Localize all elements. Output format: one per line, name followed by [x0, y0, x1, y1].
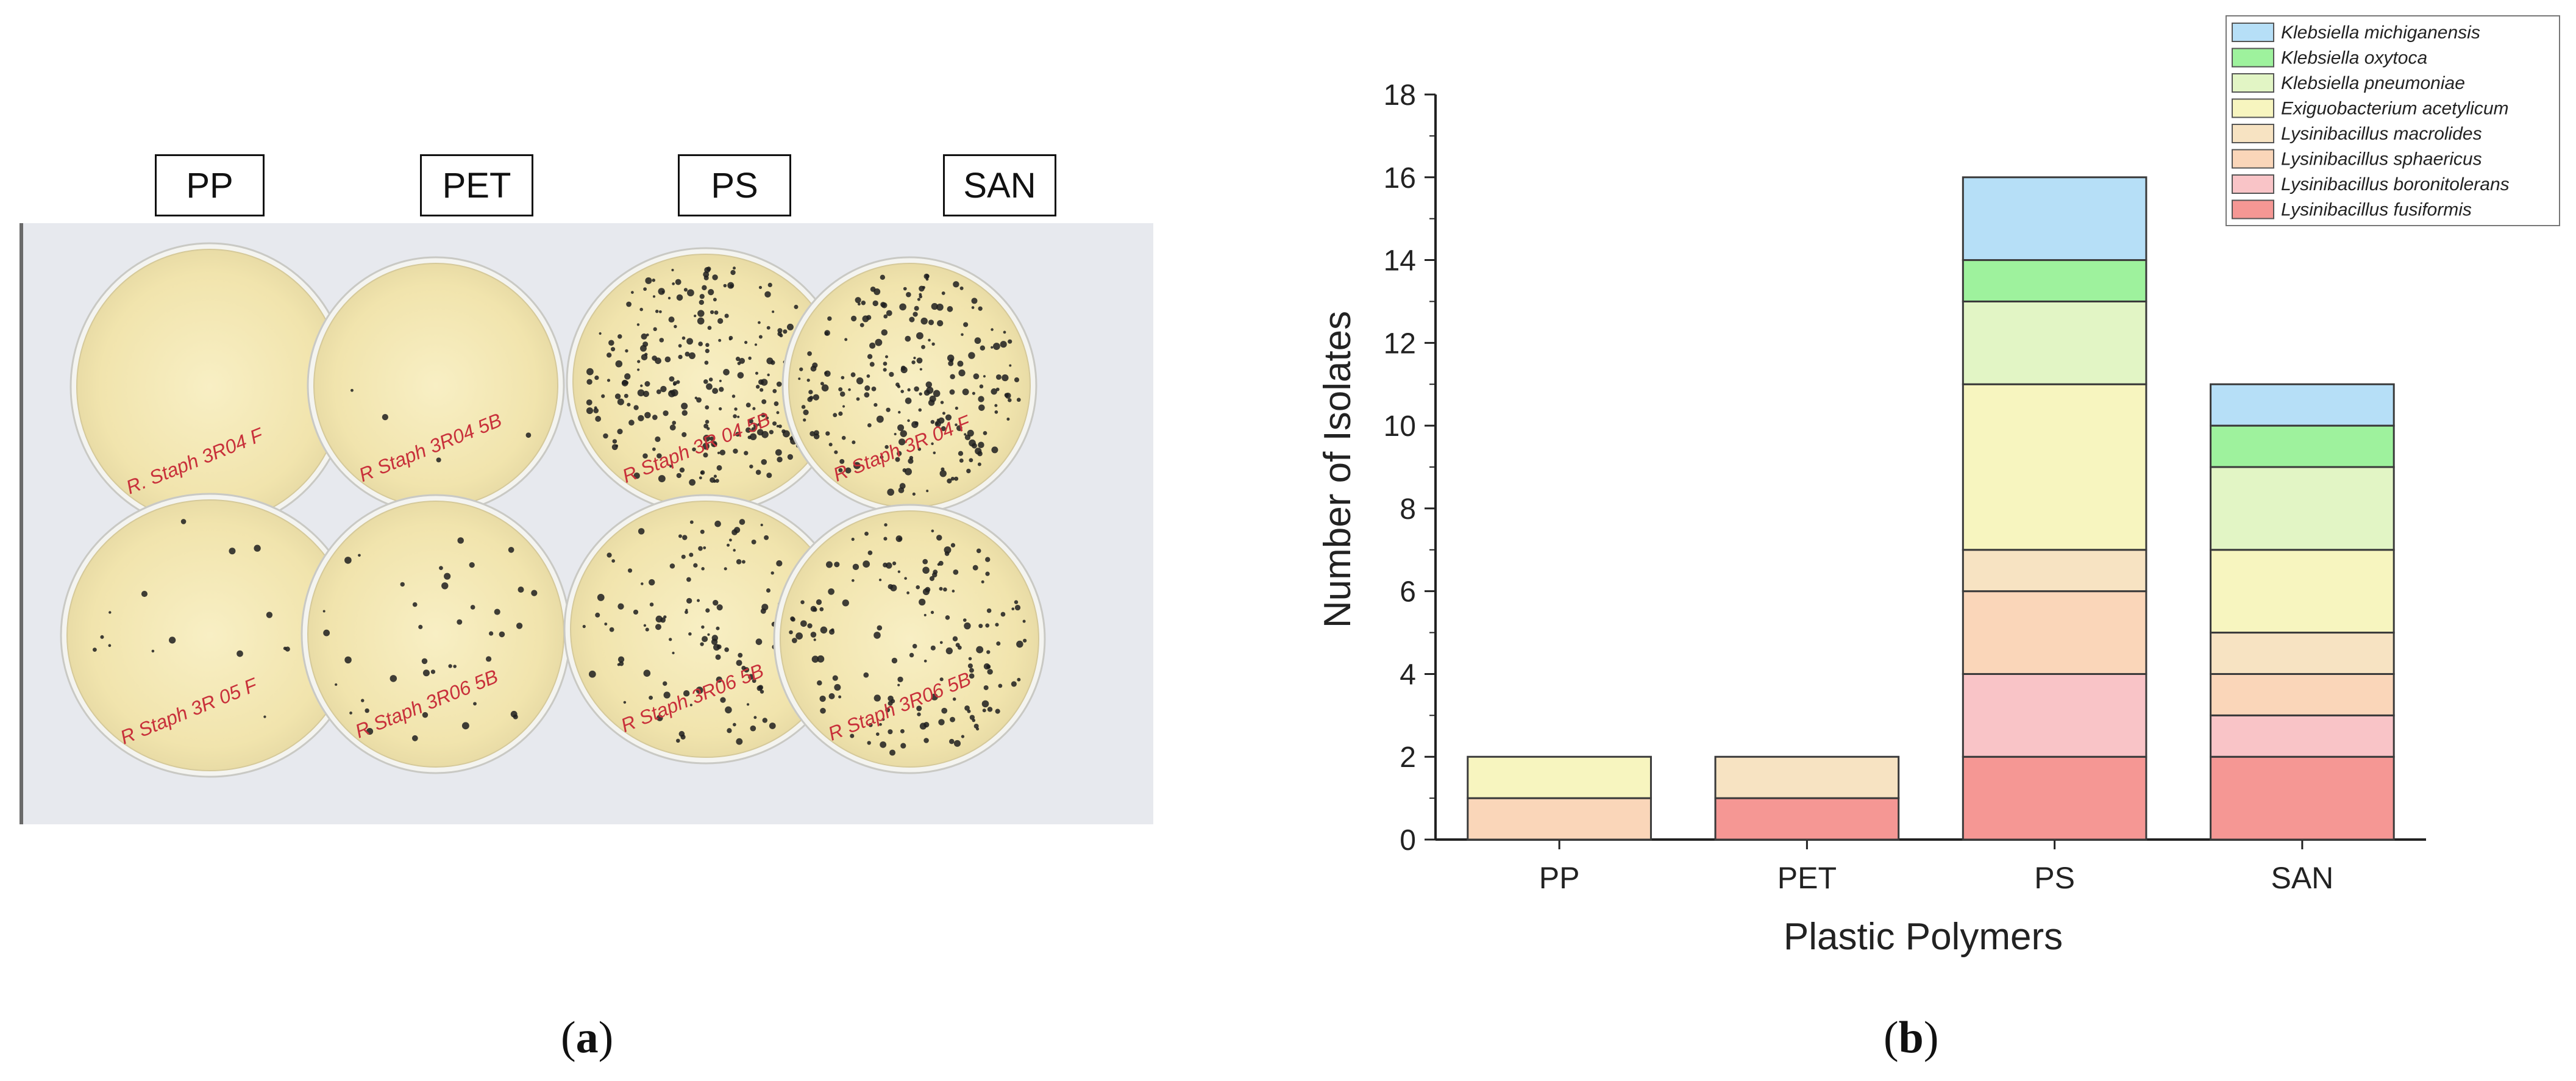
legend-swatch	[2232, 199, 2274, 219]
caption-a: (a)	[561, 1013, 614, 1063]
legend-swatch	[2232, 124, 2274, 143]
plate-writing: R Staph 3R 04 5B	[619, 408, 774, 487]
x-axis-label: Plastic Polymers	[1784, 916, 2063, 958]
x-tick-label: PS	[2034, 861, 2075, 895]
bar-segment	[1962, 176, 2147, 262]
y-tick-label: 4	[1400, 658, 1416, 691]
y-tick-label: 0	[1400, 824, 1416, 857]
y-tick-label: 18	[1384, 79, 1416, 112]
bar-segment	[1714, 797, 1900, 841]
legend-swatch	[2232, 149, 2274, 169]
bar-segment	[2210, 714, 2395, 758]
petri-plate: R Staph 3R04 5B	[307, 256, 565, 515]
bar-segment	[1962, 590, 2147, 675]
plate-writing: R Staph 3R06 5B	[617, 659, 766, 737]
legend-label: Lysinibacillus boronitolerans	[2281, 174, 2510, 194]
bar-segment	[1962, 300, 2147, 385]
bar-segment	[1467, 797, 1652, 841]
bar-segment	[2210, 466, 2395, 551]
legend-box	[2226, 15, 2560, 226]
petri-plate: R Staph 3R06 5B	[773, 504, 1046, 774]
bar-segment	[2210, 549, 2395, 634]
panel-a: PP PET PS SAN R. Staph 3R04 F R Staph 3R0…	[0, 0, 1219, 1078]
bar-segment	[2210, 673, 2395, 716]
plate-label-pet: PET	[420, 154, 533, 216]
bar-segment	[2210, 424, 2395, 468]
x-tick-label: SAN	[2271, 861, 2333, 895]
plate-label-san: SAN	[943, 154, 1056, 216]
y-axis-label: Number of Isolates	[1317, 311, 1359, 628]
panel-b: 0 2 4 6 8 10 12 14 16 18 PP PET PS SAN Klebsiella mic…	[1219, 0, 2576, 1078]
bar-segment	[1962, 673, 2147, 758]
bar-segment	[1962, 383, 2147, 551]
plate-writing: R Staph 3R 04 F	[830, 410, 975, 486]
plate-label-pp: PP	[155, 154, 265, 216]
x-tick-label: PP	[1539, 861, 1580, 895]
bar-segment	[2210, 383, 2395, 427]
plate-writing: R. Staph 3R04 F	[123, 423, 268, 499]
y-tick-label: 14	[1384, 245, 1416, 277]
y-tick-label: 16	[1384, 162, 1416, 194]
legend-swatch	[2232, 73, 2274, 93]
bar-segment	[2210, 632, 2395, 675]
bar-segment	[1962, 549, 2147, 593]
legend-swatch	[2232, 48, 2274, 68]
bar-segment	[2210, 755, 2395, 841]
bar-segment	[1962, 259, 2147, 302]
y-tick-label: 8	[1400, 493, 1416, 526]
petri-plate: R Staph 3R 04 5B	[566, 247, 846, 515]
petri-plate: R Staph 3R 05 F	[60, 493, 360, 778]
plate-writing: R Staph 3R04 5B	[356, 409, 505, 487]
x-tick-label: PET	[1777, 861, 1837, 895]
y-tick-label: 10	[1384, 410, 1416, 443]
legend-swatch	[2232, 174, 2274, 194]
petri-plate: R Staph 3R06 5B	[563, 494, 849, 765]
legend-label: Exiguobacterium acetylicum	[2281, 99, 2509, 119]
photo-background	[20, 223, 1153, 824]
bars-group	[1467, 176, 2395, 841]
caption-b: (b)	[1884, 1013, 1939, 1063]
plate-writing: R Staph 3R 05 F	[117, 673, 262, 749]
legend-label: Lysinibacillus fusiformis	[2281, 200, 2472, 220]
photo-edge	[20, 223, 23, 824]
y-tick-label: 6	[1400, 576, 1416, 608]
plates-group: R. Staph 3R04 F R Staph 3R04 5B R Staph 3R…	[60, 242, 1046, 778]
y-tick-label: 2	[1400, 741, 1416, 774]
stacked-bar-chart: 0 2 4 6 8 10 12 14 16 18 PP PET PS SAN Klebsiella mic…	[1317, 15, 2560, 958]
plate-writing: R Staph 3R06 5B	[825, 668, 973, 745]
legend-label: Lysinibacillus macrolides	[2281, 124, 2482, 144]
plate-writing: R Staph 3R06 5B	[352, 665, 501, 743]
legend-label: Klebsiella michiganensis	[2281, 23, 2480, 43]
petri-plate: R Staph 3R06 5B	[301, 494, 571, 774]
bar-segment	[1714, 755, 1900, 799]
legend-label: Klebsiella oxytoca	[2281, 48, 2427, 68]
petri-plate: R Staph 3R 04 F	[781, 256, 1037, 515]
legend-swatch	[2232, 23, 2274, 42]
y-tick-label: 12	[1384, 327, 1416, 360]
petri-plate: R. Staph 3R04 F	[69, 242, 350, 531]
legend-swatch	[2232, 98, 2274, 118]
legend-label: Lysinibacillus sphaericus	[2281, 149, 2482, 169]
legend-label: Klebsiella pneumoniae	[2281, 73, 2465, 93]
bar-segment	[1962, 755, 2147, 841]
bar-segment	[1467, 755, 1652, 799]
legend-group: Klebsiella michiganensis Klebsiella oxyto…	[2226, 15, 2560, 226]
plate-label-ps: PS	[678, 154, 791, 216]
